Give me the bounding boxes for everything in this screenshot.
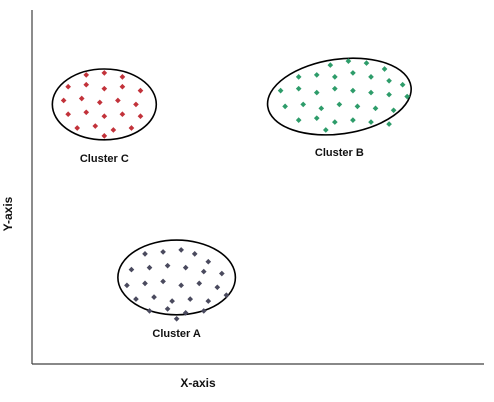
cluster-b-group: Cluster B: [266, 57, 412, 159]
cluster-a-point-20: [169, 298, 175, 304]
cluster-c-point-18: [137, 113, 144, 120]
cluster-b-point-33: [322, 127, 329, 133]
cluster-a-group: Cluster A: [117, 239, 237, 340]
cluster-b-point-10: [386, 77, 392, 84]
cluster-a-point-2: [160, 249, 166, 255]
cluster-b-point-21: [300, 101, 307, 108]
cluster-b-point-30: [350, 117, 356, 123]
cluster-b-point-29: [332, 119, 338, 125]
cluster-c-point-19: [74, 125, 81, 131]
cluster-a-label: Cluster A: [152, 328, 201, 340]
cluster-c-point-7: [119, 83, 126, 90]
cluster-c-label: Cluster C: [80, 153, 129, 165]
cluster-a-point-19: [151, 294, 157, 300]
cluster-c-point-20: [92, 123, 99, 129]
axes: X-axis Y-axis: [1, 10, 484, 390]
cluster-a-point-6: [128, 266, 135, 273]
cluster-c-point-15: [83, 109, 90, 116]
cluster-b-point-17: [368, 89, 374, 96]
cluster-b-point-18: [386, 91, 392, 98]
cluster-b-point-28: [313, 115, 320, 121]
cluster-b-point-11: [399, 81, 406, 88]
cluster-a-boundary: [117, 239, 237, 316]
cluster-c-point-23: [101, 133, 108, 139]
cluster-a-point-10: [200, 268, 207, 275]
cluster-a-point-11: [219, 270, 225, 277]
cluster-c-point-22: [128, 125, 135, 131]
cluster-c-point-10: [78, 95, 85, 102]
cluster-a-point-16: [196, 280, 203, 287]
cluster-a-point-8: [164, 262, 171, 269]
cluster-c-point-4: [65, 83, 71, 90]
cluster-a-point-4: [191, 251, 198, 257]
cluster-b-point-5: [295, 74, 302, 80]
cluster-b-point-19: [404, 93, 410, 100]
cluster-b-point-8: [350, 70, 356, 76]
cluster-c-point-2: [101, 70, 108, 76]
cluster-b-point-6: [313, 72, 320, 78]
cluster-a-point-18: [133, 296, 139, 302]
cluster-b-point-15: [332, 85, 338, 92]
cluster-c-point-5: [83, 81, 90, 88]
cluster-a-point-5: [205, 258, 212, 265]
cluster-c-point-11: [96, 99, 103, 106]
cluster-c-point-1: [83, 72, 90, 78]
cluster-b-point-9: [368, 74, 374, 80]
cluster-b-point-2: [345, 58, 352, 64]
cluster-a-point-17: [214, 284, 221, 291]
cluster-a-point-7: [146, 264, 153, 271]
cluster-a-point-26: [182, 310, 189, 316]
cluster-c-point-9: [60, 97, 67, 104]
cluster-a-point-22: [205, 298, 212, 304]
cluster-b-point-25: [372, 105, 379, 112]
cluster-a-point-28: [173, 315, 180, 322]
cluster-a-point-12: [124, 282, 130, 289]
cluster-c-point-14: [65, 111, 71, 118]
cluster-b-point-32: [386, 121, 392, 127]
cluster-a-point-15: [178, 282, 184, 289]
cluster-c-point-6: [101, 85, 108, 92]
cluster-a-point-23: [223, 292, 230, 298]
cluster-c-point-3: [119, 74, 126, 80]
cluster-a-point-1: [142, 251, 148, 257]
cluster-b-point-26: [390, 107, 397, 114]
cluster-c-group: Cluster C: [51, 68, 158, 165]
cluster-b-point-24: [354, 103, 361, 110]
cluster-c-point-13: [133, 101, 139, 108]
cluster-c-boundary: [51, 68, 158, 141]
cluster-a-point-21: [187, 296, 194, 302]
cluster-b-point-22: [318, 105, 325, 112]
cluster-a-point-27: [200, 308, 207, 314]
cluster-a-point-14: [160, 278, 166, 285]
cluster-a-point-13: [142, 280, 148, 287]
y-axis-label: Y-axis: [1, 196, 15, 231]
cluster-b-point-20: [282, 103, 288, 110]
cluster-c-point-17: [119, 111, 126, 118]
cluster-b-label: Cluster B: [315, 147, 364, 159]
cluster-b-point-13: [295, 85, 302, 92]
cluster-b-point-31: [368, 119, 374, 125]
cluster-b-point-1: [327, 62, 334, 68]
clusters: Cluster A Cluster B Cluster C: [51, 57, 412, 340]
cluster-b-point-12: [277, 87, 284, 94]
cluster-b-point-23: [336, 101, 343, 108]
cluster-c-point-12: [115, 97, 121, 104]
cluster-b-point-14: [313, 89, 320, 96]
cluster-b-point-7: [332, 74, 338, 80]
cluster-c-point-8: [137, 87, 144, 94]
cluster-b-boundary: [266, 57, 412, 136]
cluster-b-point-16: [350, 87, 356, 94]
cluster-b-point-27: [295, 117, 302, 123]
cluster-a-point-25: [164, 306, 171, 312]
cluster-c-point-21: [110, 127, 117, 133]
x-axis-label: X-axis: [180, 376, 216, 390]
cluster-c-point-16: [101, 113, 108, 120]
cluster-b-point-3: [363, 60, 370, 66]
cluster-b-point-4: [381, 66, 388, 72]
cluster-a-point-9: [182, 264, 189, 271]
cluster-a-point-3: [178, 247, 184, 253]
cluster-a-point-24: [146, 308, 153, 314]
